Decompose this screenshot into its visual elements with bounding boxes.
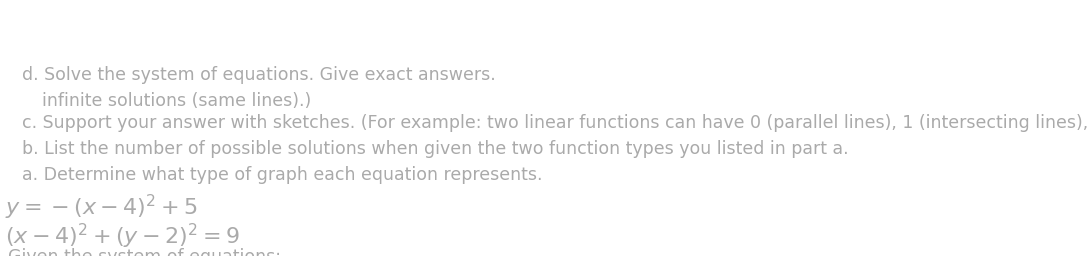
Text: Given the system of equations:: Given the system of equations: — [8, 248, 281, 256]
Text: b. List the number of possible solutions when given the two function types you l: b. List the number of possible solutions… — [22, 140, 849, 158]
Text: c. Support your answer with sketches. (For example: two linear functions can hav: c. Support your answer with sketches. (F… — [22, 114, 1088, 132]
Text: $(x-4)^2 + (y-2)^2 = 9$: $(x-4)^2 + (y-2)^2 = 9$ — [5, 222, 239, 251]
Text: d. Solve the system of equations. Give exact answers.: d. Solve the system of equations. Give e… — [22, 66, 496, 84]
Text: infinite solutions (same lines).): infinite solutions (same lines).) — [42, 92, 311, 110]
Text: a. Determine what type of graph each equation represents.: a. Determine what type of graph each equ… — [22, 166, 543, 184]
Text: $y = -(x-4)^2 + 5$: $y = -(x-4)^2 + 5$ — [5, 193, 198, 222]
